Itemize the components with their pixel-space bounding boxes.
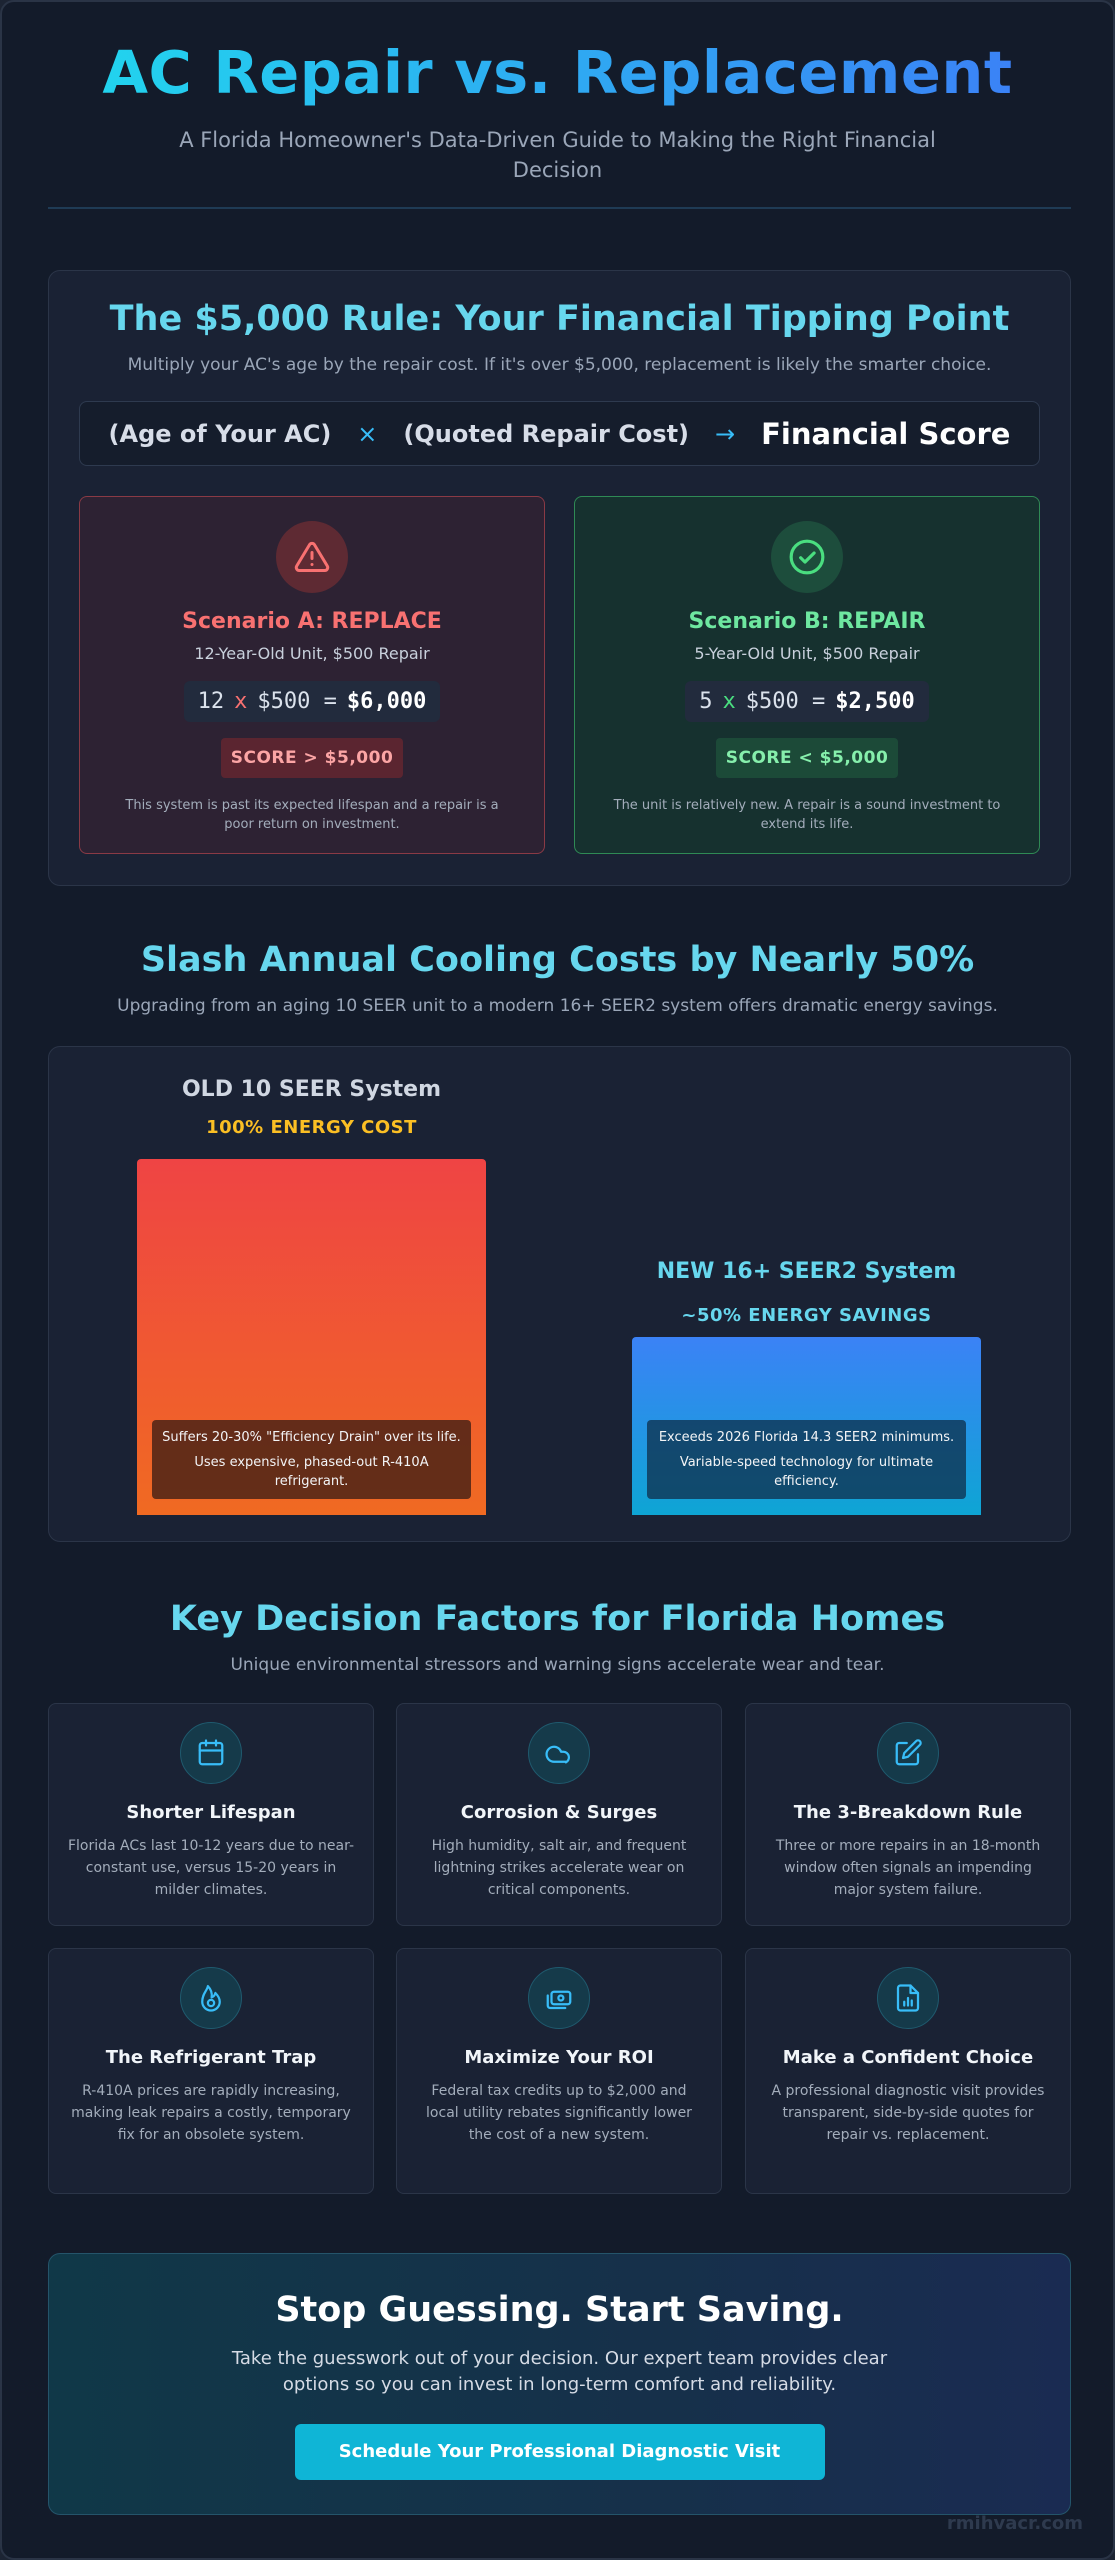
energy-subtitle: Upgrading from an aging 10 SEER unit to … [117,996,998,1016]
money-icon [528,1967,590,2029]
check-circle-icon [771,521,843,593]
score-badge: SCORE > $5,000 [220,738,404,778]
scenario-b-calc: 5 x $500 = $2,500 [685,681,929,722]
calc-age: 12 [197,689,225,714]
cta-text: Take the guesswork out of your decision.… [231,2348,888,2395]
scenario-b-note: The unit is relatively new. A repair is … [613,798,1001,832]
factor-desc: Federal tax credits up to $2,000 and loc… [426,2083,692,2143]
flame-icon [180,1967,242,2029]
factor-desc: High humidity, salt air, and frequent li… [431,1838,687,1898]
watermark: rmihvacr.com [946,2513,1083,2534]
scenario-a-desc: 12-Year-Old Unit, $500 Repair [194,644,430,663]
factor-title: Corrosion & Surges [460,1802,658,1823]
cta-section: Stop Guessing. Start Saving. Take the gu… [48,2253,1071,2515]
multiply-sign: x [722,689,736,714]
calc-result: $2,500 [835,689,915,714]
factor-title: Shorter Lifespan [126,1802,296,1823]
energy-header: Slash Annual Cooling Costs by Nearly 50%… [2,940,1113,1016]
formula-result: Financial Score [761,416,1011,451]
factors-title: Key Decision Factors for Florida Homes [169,1599,946,1639]
factor-title: The Refrigerant Trap [105,2047,317,2068]
formula-bar: (Age of Your AC) × (Quoted Repair Cost) … [79,401,1040,466]
arrow-right-icon: → [715,419,736,448]
calc-result: $6,000 [346,689,427,714]
old-note-2: Uses expensive, phased-out R-410A refrig… [194,1455,429,1489]
formula-age: (Age of Your AC) [108,419,332,448]
report-chart-icon [877,1967,939,2029]
factor-desc: Florida ACs last 10-12 years due to near… [67,1838,355,1898]
new-system-column: NEW 16+ SEER2 System ~50% ENERGY SAVINGS… [632,1047,981,1543]
cloud-icon [528,1722,590,1784]
page-subtitle: A Florida Homeowner's Data-Driven Guide … [179,128,936,182]
page-title: AC Repair vs. Replacement [102,38,1013,107]
new-system-savings-label: ~50% ENERGY SAVINGS [681,1305,932,1326]
factor-card-lifespan: Shorter Lifespan Florida ACs last 10-12 … [48,1703,374,1926]
old-system-column: OLD 10 SEER System 100% ENERGY COST Suff… [137,1047,486,1543]
scenario-a-calc: 12 x $500 = $6,000 [183,681,441,722]
header: AC Repair vs. Replacement A Florida Home… [2,38,1113,185]
scenario-b-desc: 5-Year-Old Unit, $500 Repair [694,644,920,663]
old-system-notes: Suffers 20-30% "Efficiency Drain" over i… [152,1420,471,1499]
factor-desc: Three or more repairs in an 18-month win… [775,1838,1041,1898]
rule-section: The $5,000 Rule: Your Financial Tipping … [48,270,1071,886]
scenario-repair-card: Scenario B: REPAIR 5-Year-Old Unit, $500… [574,496,1040,854]
calendar-icon [180,1722,242,1784]
old-system-cost-label: 100% ENERGY COST [206,1117,417,1138]
rule-title: The $5,000 Rule: Your Financial Tipping … [109,299,1010,339]
factor-card-corrosion: Corrosion & Surges High humidity, salt a… [396,1703,722,1926]
cta-title: Stop Guessing. Start Saving. [275,2290,844,2330]
factor-desc: A professional diagnostic visit provides… [771,2083,1045,2143]
scenario-a-title: Scenario A: REPLACE [182,609,442,634]
new-note-2: Variable-speed technology for ultimate e… [679,1455,934,1489]
energy-comparison: OLD 10 SEER System 100% ENERGY COST Suff… [48,1046,1071,1542]
edit-icon [877,1722,939,1784]
factor-card-confident-choice: Make a Confident Choice A professional d… [745,1948,1071,2194]
times-icon: × [357,419,378,448]
factors-header: Key Decision Factors for Florida Homes U… [2,1599,1113,1675]
old-system-bar: Suffers 20-30% "Efficiency Drain" over i… [137,1159,486,1515]
old-note-1: Suffers 20-30% "Efficiency Drain" over i… [162,1430,461,1445]
warning-triangle-icon [276,521,348,593]
header-divider [48,207,1071,209]
schedule-visit-button[interactable]: Schedule Your Professional Diagnostic Vi… [294,2424,825,2480]
factor-desc: R-410A prices are rapidly increasing, ma… [71,2083,351,2143]
formula-cost: (Quoted Repair Cost) [403,419,690,448]
scenario-a-note: This system is past its expected lifespa… [125,798,499,832]
scenario-replace-card: Scenario A: REPLACE 12-Year-Old Unit, $5… [79,496,545,854]
new-system-title: NEW 16+ SEER2 System [656,1259,957,1284]
scenario-b-title: Scenario B: REPAIR [688,609,926,634]
new-system-bar: Exceeds 2026 Florida 14.3 SEER2 minimums… [632,1337,981,1515]
rule-subtitle: Multiply your AC's age by the repair cos… [127,355,992,375]
factor-title: Make a Confident Choice [782,2047,1034,2068]
factors-subtitle: Unique environmental stressors and warni… [230,1655,885,1675]
factor-title: Maximize Your ROI [464,2047,654,2068]
calc-age: 5 [699,689,713,714]
factor-card-roi: Maximize Your ROI Federal tax credits up… [396,1948,722,2194]
calc-cost: $500 = [257,689,337,714]
new-system-notes: Exceeds 2026 Florida 14.3 SEER2 minimums… [647,1420,966,1499]
factor-title: The 3-Breakdown Rule [793,1802,1023,1823]
factor-card-refrigerant: The Refrigerant Trap R-410A prices are r… [48,1948,374,2194]
energy-title: Slash Annual Cooling Costs by Nearly 50% [140,940,975,980]
factor-card-breakdown: The 3-Breakdown Rule Three or more repai… [745,1703,1071,1926]
score-badge: SCORE < $5,000 [715,738,899,778]
calc-cost: $500 = [745,689,826,714]
new-note-1: Exceeds 2026 Florida 14.3 SEER2 minimums… [658,1430,955,1445]
multiply-sign: x [234,689,248,714]
old-system-title: OLD 10 SEER System [181,1077,442,1102]
